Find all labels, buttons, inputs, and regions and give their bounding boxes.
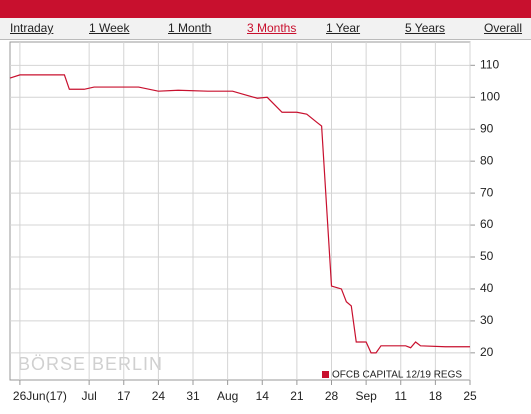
x-tick-label: 28 <box>325 389 339 403</box>
x-tick-label: 26Jun(17) <box>13 389 67 403</box>
y-tick-label: 20 <box>480 345 494 359</box>
x-tick-label: 24 <box>152 389 166 403</box>
legend-swatch <box>322 371 329 378</box>
y-tick-label: 110 <box>480 57 499 71</box>
x-tick-label: Sep <box>355 389 377 403</box>
x-tick-label: 11 <box>395 389 408 403</box>
y-tick-label: 30 <box>480 313 494 327</box>
y-tick-label: 90 <box>480 121 494 135</box>
y-tick-label: 70 <box>480 185 494 199</box>
x-tick-label: 17 <box>117 389 131 403</box>
tab[interactable]: Intraday <box>10 21 54 35</box>
plot-area <box>9 41 471 381</box>
y-tick-label: 50 <box>480 249 494 263</box>
x-tick-label: Aug <box>217 389 238 403</box>
y-tick-label: 40 <box>480 281 494 295</box>
y-tick-label: 80 <box>480 153 494 167</box>
tab[interactable]: Overall <box>484 21 523 35</box>
x-tick-label: 14 <box>256 389 270 403</box>
tab[interactable]: 1 Week <box>89 21 130 35</box>
watermark: BÖRSE BERLIN <box>18 354 163 374</box>
tab-bar: Intraday 1 Week 1 Month 3 Months 1 Year 5 Yea… <box>0 18 531 40</box>
x-tick-label: 18 <box>429 389 443 403</box>
y-tick-label: 60 <box>480 217 494 231</box>
x-tick-label: 21 <box>290 389 304 403</box>
tab[interactable]: 1 Year <box>326 21 361 35</box>
price-line <box>9 74 470 354</box>
y-tick-label: 100 <box>480 89 500 103</box>
x-tick-label: 31 <box>186 389 200 403</box>
tab[interactable]: 1 Month <box>168 21 212 35</box>
x-tick-label: Jul <box>81 389 96 403</box>
tab[interactable]: 5 Years <box>405 21 446 35</box>
x-tick-label: 25 <box>463 389 477 403</box>
legend-label: OFCB CAPITAL 12/19 REGS <box>332 370 462 381</box>
header-bar <box>0 0 531 18</box>
tab[interactable]: 3 Months <box>247 21 297 35</box>
